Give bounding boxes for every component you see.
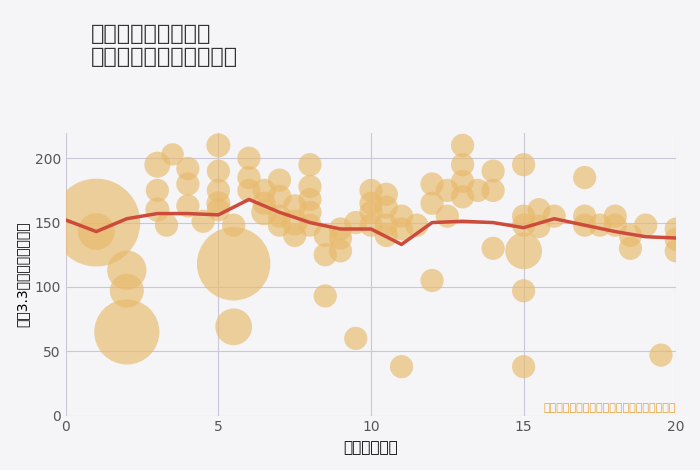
Point <box>213 187 224 194</box>
Point <box>518 212 529 220</box>
Point <box>244 155 255 162</box>
Y-axis label: 坪（3.3㎡）単価（万円）: 坪（3.3㎡）単価（万円） <box>15 221 29 327</box>
Point <box>320 232 331 239</box>
Point <box>289 219 300 227</box>
Point <box>442 187 453 194</box>
Point <box>457 193 468 201</box>
Point <box>304 161 316 168</box>
Point <box>121 266 132 274</box>
Point <box>304 209 316 216</box>
Point <box>161 221 172 229</box>
Point <box>213 141 224 149</box>
Point <box>213 206 224 213</box>
Point <box>228 323 239 330</box>
Point <box>625 244 636 252</box>
Point <box>655 352 666 359</box>
Point <box>152 206 163 213</box>
Point <box>579 221 590 229</box>
Point <box>335 225 346 233</box>
Point <box>533 206 545 213</box>
Point <box>426 180 438 188</box>
Point <box>350 219 361 227</box>
Point <box>228 221 239 229</box>
Point <box>304 221 316 229</box>
Point <box>244 187 255 194</box>
Point <box>381 232 392 239</box>
Point <box>304 196 316 203</box>
Point <box>442 212 453 220</box>
Point <box>350 335 361 342</box>
Point <box>473 187 484 194</box>
Point <box>487 167 498 175</box>
Point <box>91 228 102 235</box>
Point <box>213 199 224 207</box>
Point <box>457 141 468 149</box>
Point <box>381 221 392 229</box>
Point <box>671 235 682 243</box>
Point <box>121 287 132 295</box>
Point <box>335 247 346 255</box>
Point <box>213 167 224 175</box>
Point <box>274 212 285 220</box>
Point <box>365 221 377 229</box>
Point <box>365 187 377 194</box>
Point <box>457 178 468 185</box>
Point <box>258 187 270 194</box>
Point <box>457 161 468 168</box>
Point <box>518 247 529 255</box>
Point <box>258 209 270 216</box>
Point <box>289 232 300 239</box>
Point <box>381 204 392 211</box>
Point <box>274 193 285 201</box>
Point <box>244 174 255 181</box>
Point <box>549 212 560 220</box>
Point <box>304 183 316 190</box>
Point <box>182 165 193 172</box>
Point <box>396 363 407 370</box>
Point <box>518 287 529 295</box>
Point <box>411 221 422 229</box>
Point <box>426 199 438 207</box>
Point <box>320 251 331 258</box>
Point <box>518 363 529 370</box>
X-axis label: 駅距離（分）: 駅距離（分） <box>344 440 398 455</box>
Point <box>335 234 346 242</box>
Point <box>610 212 621 220</box>
Point <box>518 221 529 229</box>
Point <box>518 161 529 168</box>
Point <box>152 187 163 194</box>
Point <box>274 221 285 229</box>
Point <box>396 225 407 233</box>
Point <box>671 247 682 255</box>
Point <box>579 212 590 220</box>
Point <box>365 199 377 207</box>
Point <box>487 187 498 194</box>
Point <box>487 244 498 252</box>
Point <box>197 218 209 225</box>
Point <box>167 150 178 158</box>
Point <box>594 221 606 229</box>
Point <box>91 219 102 227</box>
Point <box>396 212 407 220</box>
Point <box>121 328 132 336</box>
Text: 円の大きさは、取引のあった物件面積を示す: 円の大きさは、取引のあった物件面積を示す <box>544 403 676 413</box>
Text: 東京都葛飾区小菅の
駅距離別中古戸建て価格: 東京都葛飾区小菅の 駅距離別中古戸建て価格 <box>91 24 238 67</box>
Point <box>426 277 438 284</box>
Point <box>381 190 392 198</box>
Point <box>274 176 285 184</box>
Point <box>228 260 239 267</box>
Point <box>579 174 590 181</box>
Point <box>671 225 682 233</box>
Point <box>625 232 636 239</box>
Point <box>258 199 270 207</box>
Point <box>182 180 193 188</box>
Point <box>640 221 651 229</box>
Point <box>182 202 193 210</box>
Point <box>152 161 163 168</box>
Point <box>289 202 300 210</box>
Point <box>365 209 377 216</box>
Point <box>533 223 545 230</box>
Point <box>610 221 621 229</box>
Point <box>320 292 331 300</box>
